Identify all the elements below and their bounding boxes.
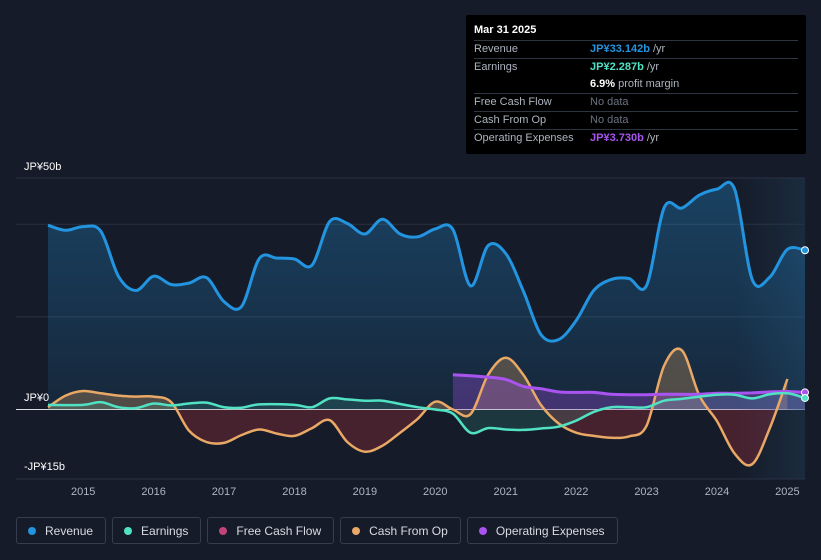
legend-label-earnings: Earnings xyxy=(141,523,189,538)
x-tick-label: 2019 xyxy=(353,486,377,498)
revenue-end-marker xyxy=(801,246,809,255)
earnings-area xyxy=(48,393,805,434)
tooltip-value-fcf: No data xyxy=(590,96,629,108)
legend-label-cash-from-op: Cash From Op xyxy=(369,523,448,538)
tooltip-label-earnings: Earnings xyxy=(474,61,518,73)
x-tick-label: 2024 xyxy=(705,486,729,498)
tooltip-value-earnings: JP¥2.287b xyxy=(590,61,644,73)
y-axis-label: -JP¥15b xyxy=(24,461,65,473)
operating-expenses-area xyxy=(452,374,805,410)
legend-item-operating-expenses[interactable]: Operating Expenses xyxy=(466,517,618,544)
revenue-area xyxy=(48,182,805,410)
tooltip-value-opex: JP¥3.730b xyxy=(590,132,644,144)
tooltip-label-opex: Operating Expenses xyxy=(474,132,574,144)
operating-expenses-line xyxy=(452,373,806,397)
tooltip-date: Mar 31 2025 xyxy=(474,24,537,36)
tooltip-row-revenue: Revenue JP¥33.142b /yr xyxy=(474,40,798,58)
legend-label-revenue: Revenue xyxy=(45,523,94,538)
x-tick-label: 2018 xyxy=(282,486,306,498)
y-axis-label: JP¥50b xyxy=(24,161,61,173)
y-axis-label: JP¥0 xyxy=(24,392,49,404)
cash-from-op-area-positive xyxy=(48,348,788,410)
cash-from-op-area-negative xyxy=(176,409,777,466)
legend-dot-operating-expenses xyxy=(478,526,487,535)
legend-dot-cash-from-op xyxy=(352,526,361,535)
x-tick-label: 2022 xyxy=(564,486,588,498)
tooltip-suffix-opex: /yr xyxy=(646,132,660,144)
tooltip-value-revenue: JP¥33.142b xyxy=(590,43,650,55)
legend-label-operating-expenses: Operating Expenses xyxy=(495,523,605,538)
legend-dot-revenue xyxy=(28,526,36,535)
tooltip-row-earnings: Earnings JP¥2.287b /yr xyxy=(474,58,798,76)
tooltip-suffix-margin: profit margin xyxy=(618,78,680,90)
legend-dot-earnings xyxy=(124,526,133,535)
x-tick-label: 2025 xyxy=(775,486,799,498)
x-tick-label: 2020 xyxy=(423,486,447,498)
tooltip-value-cfo: No data xyxy=(590,114,629,126)
legend-label-free-cash-flow: Free Cash Flow xyxy=(236,523,322,538)
tooltip-label-revenue: Revenue xyxy=(474,43,519,55)
earnings-end-marker xyxy=(801,393,809,402)
tooltip-value-margin: 6.9% xyxy=(590,78,616,90)
tooltip-suffix-earnings: /yr xyxy=(646,61,660,73)
tooltip-panel: Mar 31 2025 Revenue JP¥33.142b /yr Earni… xyxy=(466,15,806,154)
legend-item-free-cash-flow[interactable]: Free Cash Flow xyxy=(207,517,335,544)
earnings-line xyxy=(47,391,806,435)
tooltip-label-cfo: Cash From Op xyxy=(474,114,547,126)
tooltip-row-cfo: Cash From Op No data xyxy=(474,111,798,129)
revenue-line xyxy=(47,180,806,343)
legend-item-earnings[interactable]: Earnings xyxy=(112,517,202,544)
x-tick-label: 2023 xyxy=(634,486,658,498)
x-tick-label: 2016 xyxy=(141,486,165,498)
x-tick-label: 2017 xyxy=(212,486,236,498)
x-tick-label: 2015 xyxy=(71,486,95,498)
legend: Revenue Earnings Free Cash Flow Cash Fro… xyxy=(16,517,618,544)
tooltip-row-opex: Operating Expenses JP¥3.730b /yr xyxy=(474,129,798,147)
legend-item-revenue[interactable]: Revenue xyxy=(16,517,107,544)
cash-from-op-line xyxy=(47,347,789,467)
tooltip-label-fcf: Free Cash Flow xyxy=(474,96,552,108)
x-tick-label: 2021 xyxy=(493,486,517,498)
tooltip-suffix-revenue: /yr xyxy=(652,43,666,55)
legend-item-cash-from-op[interactable]: Cash From Op xyxy=(340,517,461,544)
tooltip-row-fcf: Free Cash Flow No data xyxy=(474,93,798,111)
legend-dot-free-cash-flow xyxy=(219,526,228,535)
tooltip-row-margin: 6.9% profit margin xyxy=(474,76,798,93)
